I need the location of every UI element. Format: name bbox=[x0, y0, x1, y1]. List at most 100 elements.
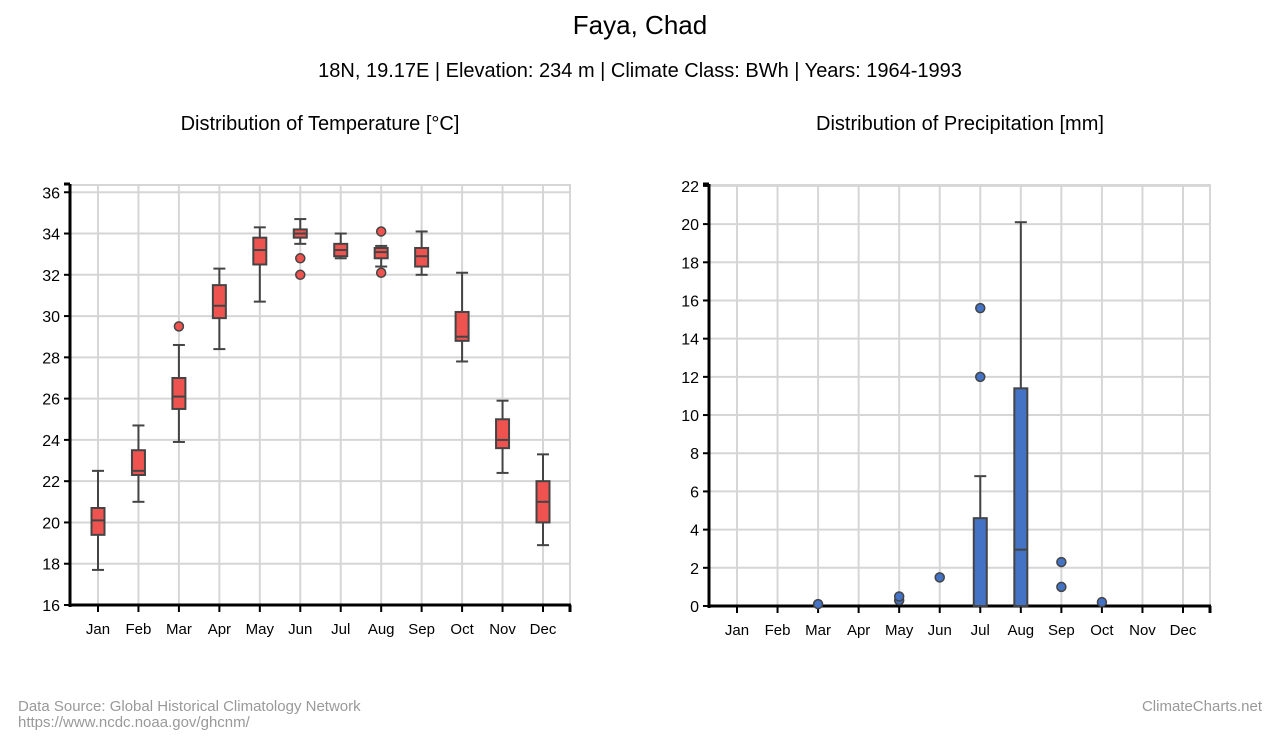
outlier-point bbox=[1056, 581, 1067, 593]
temp-box-jul bbox=[333, 232, 349, 260]
temp-x-tick-label: Jul bbox=[331, 621, 350, 638]
precip-x-tick-label: Nov bbox=[1129, 622, 1156, 639]
outlier-point bbox=[1096, 596, 1108, 608]
precip-y-tick-label: 10 bbox=[681, 408, 699, 425]
temp-x-tick-label: Dec bbox=[530, 621, 557, 638]
box-iqr bbox=[454, 310, 470, 342]
temp-y-tick-label: 22 bbox=[42, 474, 60, 491]
precip-x-tick-label: Jan bbox=[725, 622, 749, 639]
temp-box-aug bbox=[373, 226, 389, 278]
temp-y-tick-label: 20 bbox=[42, 515, 60, 532]
precip-x-tick-label: Aug bbox=[1007, 622, 1034, 639]
precip-box-oct bbox=[1096, 596, 1108, 608]
precip-box-jun bbox=[934, 572, 945, 583]
temp-box-mar bbox=[171, 321, 187, 443]
box-iqr bbox=[211, 284, 227, 320]
temp-box-jun bbox=[292, 218, 308, 281]
outlier-point bbox=[375, 267, 387, 278]
temp-box-sep bbox=[414, 230, 430, 276]
box-iqr bbox=[373, 246, 389, 260]
temp-box-dec bbox=[535, 453, 551, 547]
precip-x-tick-label: Jun bbox=[928, 622, 952, 639]
precip-x-tick-label: Feb bbox=[765, 622, 791, 639]
precip-x-tick-label: Dec bbox=[1170, 622, 1197, 639]
temp-y-tick-label: 16 bbox=[42, 598, 60, 615]
precip-y-tick-label: 0 bbox=[690, 599, 699, 616]
temp-box-nov bbox=[495, 399, 511, 474]
precip-y-tick-label: 2 bbox=[690, 561, 699, 578]
precip-box-may bbox=[893, 591, 905, 606]
precip-box-mar bbox=[812, 598, 824, 610]
outlier-point bbox=[934, 572, 945, 583]
page-subtitle: 18N, 19.17E | Elevation: 234 m | Climate… bbox=[318, 60, 962, 82]
outlier-point bbox=[812, 598, 824, 610]
precip-y-tick-label: 12 bbox=[681, 370, 699, 387]
temp-x-tick-label: Jan bbox=[86, 621, 110, 638]
footer-source: Data Source: Global Historical Climatolo… bbox=[18, 699, 361, 731]
precip-box-jul bbox=[972, 302, 988, 608]
box-iqr bbox=[495, 418, 511, 450]
outlier-point bbox=[1056, 556, 1067, 568]
box-iqr bbox=[171, 376, 187, 410]
temp-y-tick-label: 30 bbox=[42, 309, 60, 326]
box-iqr bbox=[972, 517, 988, 608]
data-source-text: Data Source: Global Historical Climatolo… bbox=[18, 698, 361, 715]
box-iqr bbox=[130, 449, 146, 476]
temp-box-may bbox=[252, 226, 268, 303]
temp-box-apr bbox=[211, 267, 227, 351]
temp-x-tick-label: Sep bbox=[408, 621, 435, 638]
precip-chart: 0 2 4 6 8 10 12 14 16 18 20 22 Jan Feb Mar Apr May Jun Jul… bbox=[681, 179, 1212, 639]
temp-y-tick-label: 34 bbox=[42, 227, 60, 244]
precip-y-tick-label: 20 bbox=[681, 217, 699, 234]
temp-y-tick-label: 18 bbox=[42, 557, 60, 574]
precip-y-tick-label: 16 bbox=[681, 293, 699, 310]
precip-y-tick-label: 6 bbox=[690, 484, 699, 501]
temp-x-tick-label: Aug bbox=[368, 621, 395, 638]
precip-y-tick-label: 18 bbox=[681, 255, 699, 272]
temp-y-tick-label: 26 bbox=[42, 392, 60, 409]
precip-x-tick-label: May bbox=[885, 622, 914, 639]
precipitation-chart-title: Distribution of Precipitation [mm] bbox=[816, 113, 1104, 135]
temp-y-tick-label: 32 bbox=[42, 268, 60, 285]
temp-x-tick-label: May bbox=[246, 621, 275, 638]
temp-box-jan bbox=[90, 469, 106, 571]
temp-box-feb bbox=[130, 424, 146, 503]
temp-x-tick-label: Mar bbox=[166, 621, 192, 638]
precip-y-tick-label: 8 bbox=[690, 446, 699, 463]
temp-y-tick-label: 24 bbox=[42, 433, 60, 450]
brand-link[interactable]: ClimateCharts.net bbox=[1141, 698, 1262, 715]
precip-box-sep bbox=[1056, 556, 1067, 593]
outlier-point bbox=[173, 321, 185, 332]
outlier-point bbox=[893, 591, 905, 602]
precip-x-tick-label: Mar bbox=[805, 622, 831, 639]
outlier-point bbox=[975, 302, 986, 314]
box-iqr bbox=[90, 507, 106, 536]
precip-y-tick-label: 14 bbox=[681, 332, 699, 349]
outlier-point bbox=[295, 269, 306, 281]
precip-x-tick-label: Sep bbox=[1048, 622, 1075, 639]
box-iqr bbox=[414, 246, 430, 268]
box-iqr bbox=[252, 236, 268, 266]
box-iqr bbox=[1013, 387, 1029, 607]
temp-x-tick-label: Oct bbox=[450, 621, 474, 638]
temp-y-tick-label: 28 bbox=[42, 350, 60, 367]
outlier-point bbox=[975, 371, 986, 383]
precip-x-tick-label: Oct bbox=[1090, 622, 1114, 639]
outlier-point bbox=[375, 226, 387, 237]
temp-x-tick-label: Feb bbox=[126, 621, 152, 638]
temp-x-tick-label: Apr bbox=[208, 621, 231, 638]
temp-x-tick-label: Jun bbox=[288, 621, 312, 638]
temp-y-tick-label: 36 bbox=[42, 185, 60, 202]
precip-y-tick-label: 22 bbox=[681, 179, 699, 196]
temp-chart: 16 18 20 22 24 26 28 30 32 34 36 Jan Feb Mar Apr May Jun… bbox=[42, 182, 572, 638]
temperature-chart-title: Distribution of Temperature [°C] bbox=[180, 113, 460, 135]
temp-box-oct bbox=[454, 271, 470, 363]
data-source-url[interactable]: https://www.ncdc.noaa.gov/ghcnm/ bbox=[18, 714, 250, 731]
precip-x-tick-label: Apr bbox=[847, 622, 870, 639]
outlier-point bbox=[295, 253, 306, 264]
precip-x-tick-label: Jul bbox=[971, 622, 990, 639]
page-title: Faya, Chad bbox=[572, 10, 708, 40]
temp-x-tick-label: Nov bbox=[489, 621, 516, 638]
precip-y-tick-label: 4 bbox=[690, 523, 699, 540]
